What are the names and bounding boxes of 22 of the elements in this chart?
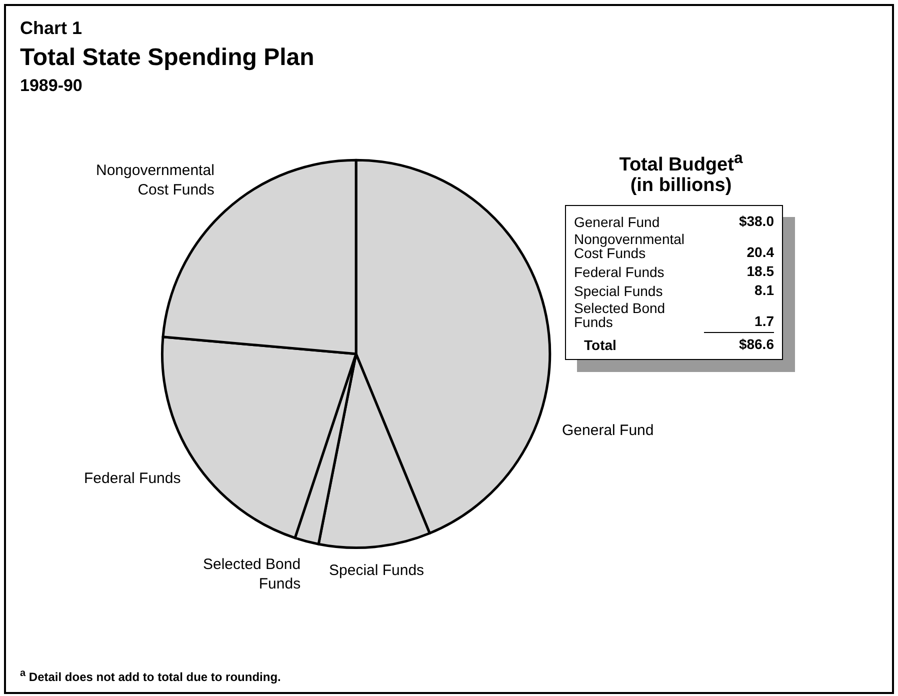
caption: Chart 1 [20, 18, 82, 39]
chart-title: Total State Spending Plan [20, 44, 314, 72]
slice-label: General Fund [562, 422, 654, 439]
text: 20.4 [746, 244, 774, 260]
text: Selected Bond Funds [574, 300, 666, 330]
text: $^{a}$ Detail does not add to total due to rounding. [20, 668, 281, 684]
text: Total [583, 337, 616, 354]
slice-label: Nongovernmental Cost Funds [96, 162, 214, 198]
slice-label: Selected Bond Funds [203, 556, 301, 592]
slice-label: Special Funds [329, 562, 424, 579]
chart-subtitle: 1989-90 [20, 76, 82, 96]
text: $38.0 [738, 213, 774, 230]
slice-label: Federal Funds [84, 470, 181, 487]
text: $86.6 [738, 336, 774, 352]
text: General Fund [574, 214, 660, 230]
text: 18.5 [746, 263, 774, 280]
text: 1.7 [754, 313, 774, 330]
text: 8.1 [754, 282, 774, 298]
text: Federal Funds [574, 264, 664, 280]
text: Nongovernmental Cost Funds [574, 231, 685, 262]
text: Special Funds [574, 283, 663, 300]
text: Total Budget$^{a}$ (in billions) [618, 150, 744, 198]
